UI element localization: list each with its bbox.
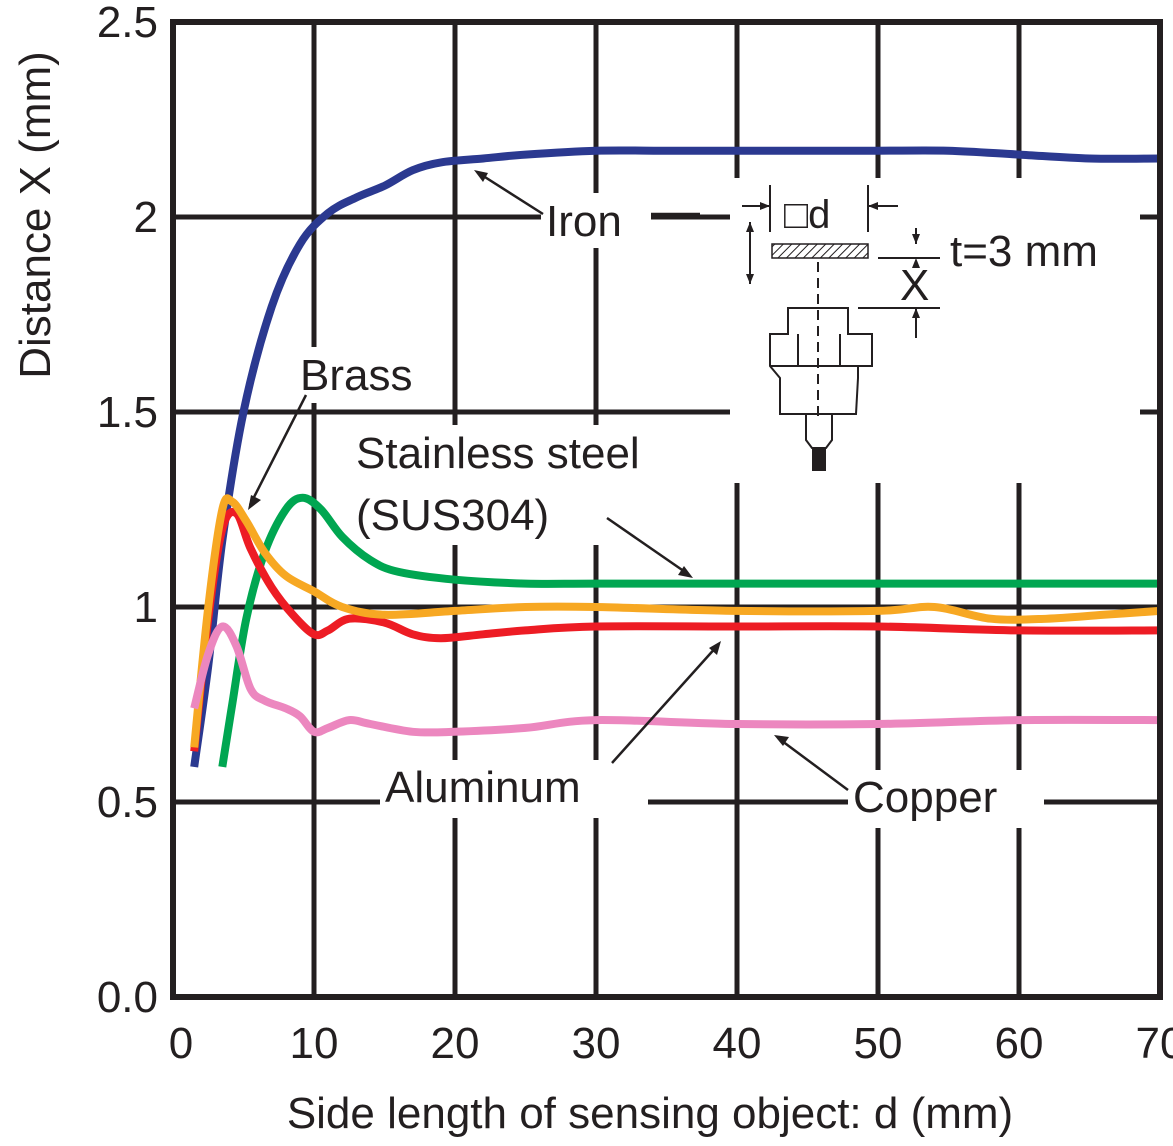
brass-arrow-head bbox=[248, 495, 261, 510]
x-label: X bbox=[900, 261, 929, 310]
copper-label-box bbox=[848, 770, 1044, 828]
y-tick-label: 1 bbox=[134, 583, 158, 632]
iron-label: Iron bbox=[546, 197, 622, 246]
x-arrow-top bbox=[912, 258, 920, 268]
sensor-diagram bbox=[742, 185, 940, 471]
x-axis-title: Side length of sensing object: d (mm) bbox=[287, 1089, 1013, 1138]
sensor-body bbox=[769, 307, 873, 415]
series-line-copper bbox=[190, 622, 1161, 737]
t-arrow bbox=[912, 234, 920, 244]
brass-arrow-line bbox=[248, 394, 308, 506]
series-lines bbox=[190, 146, 1161, 768]
x-tick-label: 50 bbox=[854, 1019, 903, 1068]
brass-label-box bbox=[296, 347, 448, 403]
x-tick-label: 40 bbox=[713, 1019, 762, 1068]
x-tick-label: 0 bbox=[169, 1019, 193, 1068]
d-arrow-right bbox=[868, 202, 878, 210]
iron-arrow-head bbox=[474, 170, 488, 182]
stainless-arrow-line bbox=[606, 516, 689, 576]
aluminum-arrow-head bbox=[709, 641, 721, 655]
x-tick-label: 70 bbox=[1136, 1019, 1173, 1068]
series-line-brass bbox=[190, 494, 1161, 748]
x-tick-label: 20 bbox=[431, 1019, 480, 1068]
plot-frame bbox=[170, 19, 1163, 1000]
copper-arrow-line bbox=[777, 736, 849, 792]
x-tick-label: 30 bbox=[572, 1019, 621, 1068]
x-tick-label: 60 bbox=[995, 1019, 1044, 1068]
h-arrow-bottom bbox=[746, 274, 754, 284]
iron-label-box bbox=[541, 193, 651, 248]
stainless-arrow-head bbox=[678, 566, 693, 578]
arrow-heads bbox=[248, 170, 789, 746]
aluminum-arrow-line bbox=[611, 644, 719, 764]
stainless-label-line1: Stainless steel bbox=[356, 429, 640, 478]
y-tick-label: 2 bbox=[134, 193, 158, 242]
y-tick-labels: 0.0 0.5 1 1.5 2 2.5 bbox=[97, 0, 158, 1022]
series-line-iron bbox=[190, 146, 1161, 768]
iron-arrow-line bbox=[476, 170, 544, 216]
annotation-arrows bbox=[248, 170, 849, 792]
y-tick-label: 0.5 bbox=[97, 778, 158, 827]
d-label: □d bbox=[784, 193, 830, 237]
y-axis-title: Distance X (mm) bbox=[11, 51, 60, 379]
brass-label: Brass bbox=[300, 351, 412, 400]
t-label: t=3 mm bbox=[950, 227, 1098, 276]
d-arrow-left bbox=[760, 202, 770, 210]
diagram-box bbox=[730, 178, 1140, 483]
stainless-label-line2: (SUS304) bbox=[356, 491, 549, 540]
aluminum-label: Aluminum bbox=[385, 763, 581, 812]
aluminum-label-box bbox=[380, 760, 648, 818]
x-arrow-bottom bbox=[912, 308, 920, 318]
target-plate bbox=[771, 243, 869, 259]
sensor-cable bbox=[812, 447, 826, 471]
stainless-label-box bbox=[350, 425, 728, 545]
series-line-aluminum bbox=[190, 508, 1161, 752]
y-tick-label: 1.5 bbox=[97, 388, 158, 437]
diagram-arrowheads bbox=[746, 202, 920, 318]
y-tick-label: 2.5 bbox=[97, 0, 158, 47]
copper-label: Copper bbox=[853, 773, 997, 822]
x-tick-labels: 0 10 20 30 40 50 60 70 bbox=[169, 1019, 1173, 1068]
x-tick-label: 10 bbox=[290, 1019, 339, 1068]
copper-arrow-head bbox=[774, 735, 789, 746]
h-arrow-top bbox=[746, 222, 754, 232]
y-tick-label: 0.0 bbox=[97, 973, 158, 1022]
